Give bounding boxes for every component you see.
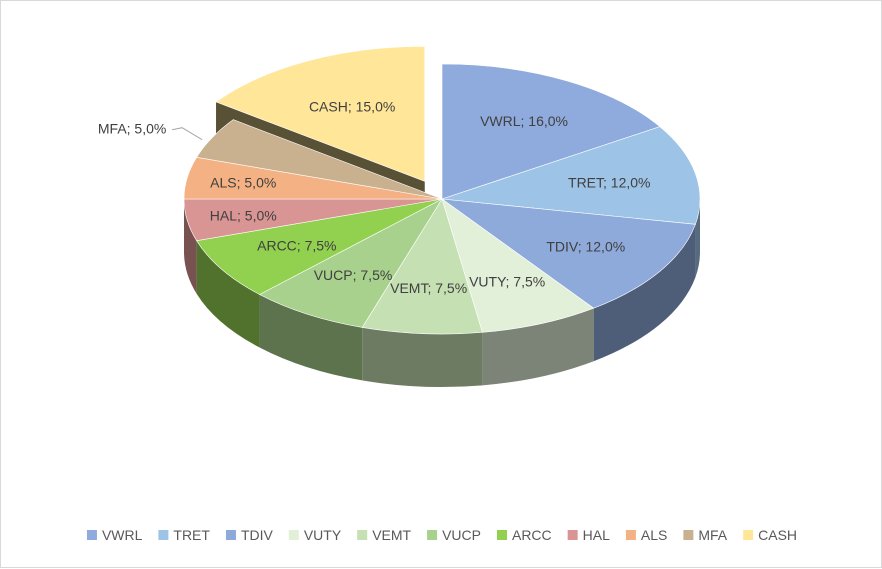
leader-lines: [172, 127, 203, 141]
slice-side-arcc: [196, 240, 260, 348]
legend-label-tdiv: TDIV: [241, 527, 274, 543]
slice-label-vemt: VEMT; 7,5%: [390, 280, 467, 296]
legend-swatch-hal: [567, 530, 578, 540]
legend-swatch-arcc: [496, 530, 507, 540]
legend-label-arcc: ARCC: [512, 527, 552, 543]
slice-vemt: [361, 198, 483, 335]
legend-label-tret: TRET: [173, 527, 210, 543]
legend-swatch-vucp: [427, 530, 438, 540]
legend-label-vwrl: VWRL: [102, 527, 143, 543]
legend-swatch-vwrl: [86, 530, 97, 540]
slice-label-cash: CASH; 15,0%: [309, 99, 395, 115]
leader-line-mfa: [172, 127, 203, 141]
slice-vucp: [258, 198, 443, 328]
legend-label-vemt: VEMT: [372, 527, 411, 543]
legend-swatch-tret: [158, 530, 169, 540]
slice-label-vwrl: VWRL; 16,0%: [480, 113, 568, 129]
slice-label-als: ALS; 5,0%: [210, 175, 276, 191]
slice-tdiv: [440, 198, 696, 309]
slice-vwrl: [441, 63, 661, 200]
legend-label-cash: CASH: [758, 527, 797, 543]
legend-label-vuty: VUTY: [304, 527, 342, 543]
slice-side-tret: [695, 199, 700, 278]
pie-tops: [183, 45, 701, 335]
legend-swatch-mfa: [683, 530, 694, 540]
slice-label-vuty: VUTY; 7,5%: [469, 273, 545, 289]
slice-tret: [441, 126, 701, 225]
slice-side-vuty: [482, 308, 594, 386]
legend-label-hal: HAL: [583, 527, 610, 543]
legend: VWRL TRET TDIV VUTY VEMT VUCP ARCC HAL ALS MFA CAS…: [86, 527, 797, 543]
slice-label-tret: TRET; 12,0%: [568, 174, 650, 190]
legend-swatch-vuty: [288, 530, 299, 540]
slice-label-arcc: ARCC; 7,5%: [257, 238, 336, 254]
slice-mfa: [196, 119, 443, 200]
slice-label-tdiv: TDIV; 12,0%: [546, 239, 625, 255]
legend-label-vucp: VUCP: [442, 527, 481, 543]
slice-cash: [215, 45, 426, 182]
legend-label-mfa: MFA: [698, 527, 727, 543]
legend-swatch-cash: [743, 530, 754, 540]
slice-labels: VWRL; 16,0% TRET; 12,0% TDIV; 12,0% VUTY; 7…: [98, 99, 651, 296]
slice-side-hal: [184, 199, 197, 294]
slice-arcc: [196, 198, 443, 295]
legend-swatch-vemt: [357, 530, 368, 540]
slice-side-tdiv: [593, 224, 696, 362]
legend-label-als: ALS: [641, 527, 667, 543]
slice-label-vucp: VUCP; 7,5%: [314, 267, 393, 283]
slice-side-vemt: [362, 327, 483, 387]
slice-side-vucp: [259, 294, 363, 381]
slice-vuty: [441, 198, 595, 333]
legend-swatch-tdiv: [225, 530, 236, 540]
slice-label-mfa: MFA; 5,0%: [98, 121, 166, 137]
slice-label-hal: HAL; 5,0%: [210, 207, 277, 223]
legend-swatch-als: [625, 530, 636, 540]
